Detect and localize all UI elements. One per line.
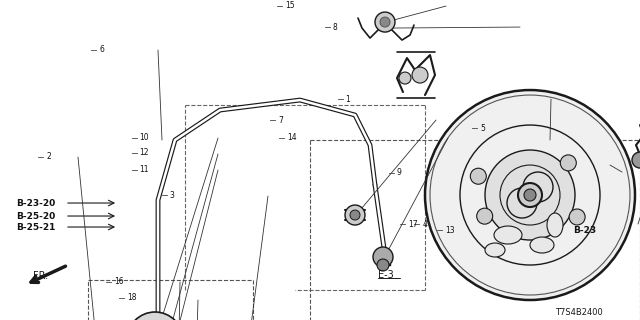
- Text: 1: 1: [346, 95, 350, 104]
- Text: 17: 17: [408, 220, 418, 228]
- Ellipse shape: [530, 237, 554, 253]
- Text: 13: 13: [445, 226, 454, 235]
- Text: 7: 7: [278, 116, 284, 124]
- Circle shape: [412, 67, 428, 83]
- Text: B-25-20: B-25-20: [16, 212, 55, 220]
- Ellipse shape: [494, 226, 522, 244]
- Text: 12: 12: [140, 148, 149, 157]
- Text: 3: 3: [170, 191, 175, 200]
- Text: T7S4B2400: T7S4B2400: [555, 308, 603, 316]
- Circle shape: [632, 152, 640, 168]
- Circle shape: [350, 210, 360, 220]
- Text: FR.: FR.: [33, 271, 48, 281]
- Text: 18: 18: [127, 293, 136, 302]
- Text: 15: 15: [285, 1, 295, 10]
- Circle shape: [518, 183, 542, 207]
- Text: 2: 2: [46, 152, 51, 161]
- Text: 8: 8: [333, 23, 337, 32]
- Bar: [310, 140, 640, 320]
- Text: 10: 10: [140, 133, 149, 142]
- Circle shape: [470, 168, 486, 184]
- Circle shape: [524, 189, 536, 201]
- Circle shape: [127, 312, 183, 320]
- Circle shape: [373, 247, 393, 267]
- Text: 6: 6: [99, 45, 104, 54]
- Circle shape: [377, 259, 389, 271]
- Text: B-23-20: B-23-20: [16, 199, 55, 208]
- Bar: [88, 280, 253, 320]
- Text: B-23: B-23: [573, 226, 596, 235]
- Circle shape: [477, 208, 493, 224]
- Ellipse shape: [485, 243, 505, 257]
- Text: 4: 4: [422, 220, 428, 228]
- Text: 14: 14: [287, 133, 296, 142]
- Circle shape: [375, 12, 395, 32]
- Text: 9: 9: [397, 168, 402, 177]
- Text: 5: 5: [480, 124, 485, 132]
- Circle shape: [425, 90, 635, 300]
- Text: 11: 11: [140, 165, 149, 174]
- Text: B-25-21: B-25-21: [16, 223, 56, 232]
- Circle shape: [399, 72, 411, 84]
- Text: E-3: E-3: [378, 270, 394, 280]
- Text: 16: 16: [114, 277, 124, 286]
- Circle shape: [345, 205, 365, 225]
- Circle shape: [560, 155, 576, 171]
- Circle shape: [569, 209, 585, 225]
- Ellipse shape: [547, 213, 563, 237]
- Circle shape: [485, 150, 575, 240]
- Circle shape: [380, 17, 390, 27]
